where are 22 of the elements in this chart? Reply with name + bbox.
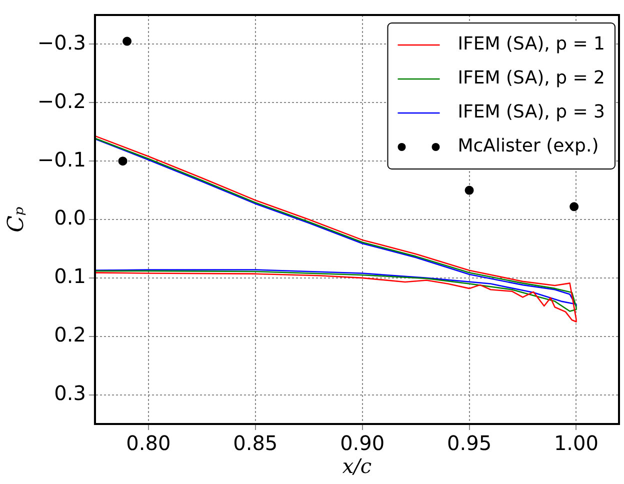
y-tick-label: 0.1 bbox=[54, 264, 86, 288]
legend-label: IFEM (SA), p = 2 bbox=[458, 68, 606, 89]
point bbox=[122, 36, 132, 46]
x-tick-label: 0.85 bbox=[233, 431, 278, 456]
y-tick-label: −0.2 bbox=[37, 88, 86, 113]
point bbox=[464, 186, 474, 195]
y-tick-label: −0.1 bbox=[37, 147, 86, 172]
y-tick-label: 0.3 bbox=[54, 380, 86, 405]
x-tick-label: 0.80 bbox=[126, 431, 171, 456]
x-tick-label: 0.95 bbox=[447, 431, 492, 456]
y-axis-title: Cₚ bbox=[4, 206, 29, 232]
point bbox=[118, 156, 128, 166]
point bbox=[570, 202, 579, 212]
x-tick-label: 0.90 bbox=[340, 431, 385, 456]
x-tick-label: 1.00 bbox=[554, 431, 598, 456]
y-tick-label: 0.2 bbox=[54, 322, 86, 347]
legend-label: IFEM (SA), p = 1 bbox=[458, 34, 606, 55]
y-tick-label: 0.0 bbox=[54, 206, 86, 230]
x-axis-title: x/c bbox=[342, 454, 372, 478]
legend-label: IFEM (SA), p = 3 bbox=[458, 102, 606, 123]
legend-label: McAlister (exp.) bbox=[458, 136, 599, 157]
y-tick-label: −0.3 bbox=[37, 30, 86, 54]
